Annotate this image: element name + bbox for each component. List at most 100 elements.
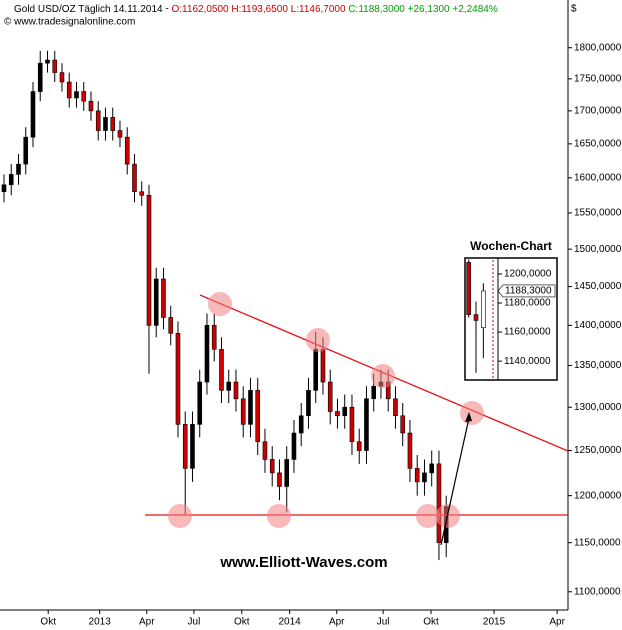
- candle-body: [8, 174, 14, 186]
- candle-body: [139, 191, 145, 196]
- candle-body: [132, 163, 137, 193]
- y-tick-label: 1250,0000: [574, 445, 622, 456]
- candle-body: [233, 381, 239, 400]
- y-tick-label: 1650,0000: [574, 138, 622, 149]
- candle-body: [269, 459, 275, 474]
- y-tick-label: 1450,0000: [574, 281, 622, 292]
- candle-body: [175, 332, 181, 425]
- candle-body: [248, 390, 253, 425]
- candle-body: [197, 381, 203, 425]
- candle-body: [481, 290, 486, 329]
- candle-body: [103, 117, 108, 131]
- candle-body: [37, 62, 43, 92]
- chart-date: 14.11.2014: [113, 4, 163, 15]
- candle-body: [23, 136, 29, 165]
- candle-body: [284, 459, 290, 487]
- candle-body: [74, 91, 79, 99]
- y-tick-label: 1750,0000: [574, 73, 622, 84]
- markers: [168, 292, 484, 528]
- candle-body: [306, 390, 311, 417]
- candle-body: [190, 424, 195, 469]
- x-tick-label: Okt: [234, 617, 250, 628]
- y-tick-label: 1100,0000: [574, 586, 621, 597]
- candle-body: [66, 81, 72, 99]
- last-close-tag: [497, 284, 556, 298]
- candle-body: [204, 325, 210, 383]
- y-tick-label: 1550,0000: [574, 208, 622, 219]
- y-tick-label: 1800,0000: [574, 42, 622, 53]
- candle-body: [16, 163, 21, 175]
- candle-body: [30, 91, 36, 138]
- chart-title: Gold USD/OZ Täglich: [14, 4, 111, 15]
- x-tick-label: Apr: [549, 617, 565, 628]
- candle-body: [298, 415, 304, 434]
- candle-body: [211, 325, 217, 350]
- candle-body: [393, 398, 398, 417]
- y-tick-label: 1140,0000: [504, 356, 551, 367]
- y-tick-label: 1200,0000: [504, 269, 552, 280]
- candle-body: [436, 463, 442, 543]
- candle-body: [291, 432, 297, 460]
- candle-body: [255, 390, 261, 443]
- inset-plot: 1140,0000 1160,0000 1180,0000 1200,0000 1188…: [466, 259, 556, 373]
- x-tick-label: 2013: [89, 617, 112, 628]
- y-tick-label: 1180,0000: [504, 298, 551, 309]
- x-tick-label: Jul: [188, 617, 201, 628]
- candle-body: [153, 278, 159, 326]
- candle-body: [95, 110, 101, 131]
- marker: [371, 364, 395, 388]
- x-tick-label: Okt: [40, 617, 56, 628]
- candle-body: [364, 398, 369, 451]
- candle-body: [407, 432, 413, 469]
- candle-body: [313, 348, 319, 391]
- inset-title: Wochen-Chart: [470, 239, 552, 253]
- marker: [416, 504, 440, 528]
- candle-body: [473, 314, 479, 321]
- candle-body: [59, 72, 65, 83]
- candle-body: [422, 472, 427, 483]
- marker: [460, 401, 484, 425]
- marker: [168, 504, 192, 528]
- candle-body: [400, 415, 406, 434]
- y-tick-label: 1600,0000: [574, 172, 622, 183]
- y-tick-label: 1300,0000: [574, 402, 622, 413]
- y-tick-label: 1700,0000: [574, 106, 622, 117]
- x-tick-label: Okt: [423, 617, 439, 628]
- plot: 1100,0000 1150,0000 1200,0000 1250,0000 1300…: [1, 42, 622, 628]
- candle-body: [262, 441, 268, 460]
- candle-body: [45, 59, 50, 64]
- x-tick-label: 2015: [483, 617, 506, 628]
- candle-body: [320, 348, 326, 383]
- candle-body: [161, 278, 166, 318]
- chart-header: Gold USD/OZ Täglich 14.11.2014 - O:1162,…: [14, 4, 498, 15]
- candle-body: [124, 136, 130, 165]
- marker: [267, 504, 291, 528]
- candle-body: [371, 385, 377, 400]
- candle-body: [110, 117, 116, 131]
- last-close-label: 1188,3000: [505, 286, 552, 297]
- candle-body: [182, 424, 188, 469]
- y-tick-label: 1500,0000: [574, 244, 622, 255]
- marker: [306, 328, 330, 352]
- candle-body: [168, 317, 174, 334]
- arrow: [440, 417, 470, 546]
- candle-body: [1, 184, 7, 193]
- candle-body: [117, 130, 123, 138]
- candle-body: [327, 381, 333, 412]
- y-tick-label: 1160,0000: [504, 327, 551, 338]
- candle-body: [81, 91, 87, 102]
- y-tick-label: 1200,0000: [574, 490, 622, 501]
- candle-body: [219, 348, 224, 391]
- candle-body: [466, 262, 471, 315]
- candle-body: [52, 59, 58, 73]
- x-tick-label: Apr: [139, 617, 155, 628]
- candle-body: [240, 398, 246, 425]
- x-tick-label: Apr: [329, 617, 345, 628]
- candle-body: [414, 468, 420, 483]
- x-tick-label: 2014: [278, 617, 301, 628]
- candle-body: [429, 463, 435, 474]
- source: © www.tradesignalonline.com: [4, 17, 135, 28]
- quote-ohl: O:1162,0500 H:1193,6500 L:1146,7000: [172, 4, 346, 15]
- candle-body: [342, 406, 348, 417]
- y-tick-label: 1400,0000: [574, 320, 622, 331]
